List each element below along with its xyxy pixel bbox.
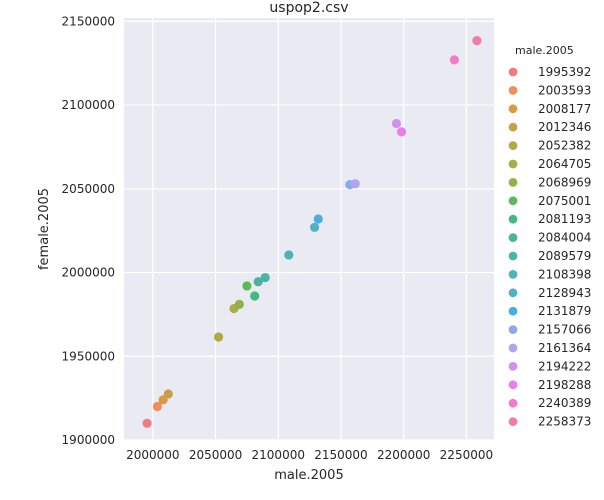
legend-marker: [508, 196, 518, 206]
plot-background: [124, 18, 494, 440]
data-point: [253, 277, 263, 287]
legend-entry: 2084004: [538, 231, 591, 245]
data-point: [158, 395, 168, 405]
x-tick-label: 2000000: [126, 448, 179, 462]
data-point: [472, 36, 482, 46]
legend-entry: 2068969: [538, 175, 591, 189]
legend-entry: 2157066: [538, 323, 591, 337]
data-point: [142, 418, 152, 428]
legend-marker: [508, 122, 518, 132]
data-points: [142, 36, 482, 428]
legend-marker: [508, 398, 518, 408]
data-point: [234, 299, 244, 309]
legend-marker: [508, 270, 518, 279]
legend-entry: 2003593: [538, 83, 591, 97]
legend-entry: 2194222: [538, 359, 591, 373]
legend-marker: [508, 380, 518, 390]
y-tick-label: 2150000: [62, 14, 115, 28]
legend-marker: [508, 417, 518, 426]
data-point: [152, 401, 162, 412]
data-point: [396, 127, 407, 137]
y-axis-label: female.2005: [37, 188, 52, 270]
legend-marker: [508, 159, 518, 169]
legend-marker: [508, 214, 518, 224]
data-point: [242, 281, 252, 291]
legend-marker: [508, 362, 518, 371]
data-point: [313, 214, 323, 224]
data-point: [163, 389, 173, 399]
x-tick-label: 2250000: [440, 448, 493, 462]
legend-entry: 2161364: [538, 341, 591, 355]
y-tick-label: 2000000: [62, 266, 115, 280]
legend-marker: [508, 343, 518, 353]
data-point: [260, 272, 270, 283]
legend-marker: [508, 86, 518, 95]
legend: male.2005 1995392 2003593 2008177 2012346 20…: [508, 44, 591, 429]
x-axis-label: male.2005: [274, 468, 343, 483]
legend-marker: [508, 251, 518, 261]
legend-title: male.2005: [515, 44, 574, 57]
grid-lines: [124, 18, 494, 441]
legend-entry: 2089579: [538, 249, 591, 263]
legend-entry: 2075001: [538, 194, 591, 208]
legend-entry: 2240389: [538, 396, 591, 410]
x-tick-label: 2050000: [189, 448, 242, 462]
x-tick-label: 2200000: [377, 448, 430, 462]
legend-entry: 2012346: [538, 120, 591, 134]
data-point: [213, 332, 224, 342]
y-tick-label: 1900000: [62, 433, 115, 447]
data-point: [250, 291, 260, 301]
legend-marker: [508, 306, 518, 316]
data-point: [309, 222, 320, 232]
legend-marker: [508, 178, 518, 187]
legend-entry: 2052382: [538, 139, 591, 153]
legend-marker: [508, 325, 518, 334]
legend-marker: [508, 67, 518, 77]
y-tick-label: 2050000: [62, 182, 115, 196]
x-tick-labels: 2000000 2050000 2100000 2150000 2200000 22500…: [126, 448, 493, 462]
legend-marker: [508, 233, 518, 243]
y-tick-labels: 1900000 1950000 2000000 2050000 2100000 21500…: [62, 14, 115, 447]
data-point: [350, 179, 360, 189]
x-tick-label: 2100000: [252, 448, 305, 462]
legend-marker: [508, 141, 518, 151]
legend-entry: 2081193: [538, 212, 591, 226]
legend-entry: 2131879: [538, 304, 591, 318]
legend-entry: 1995392: [538, 65, 591, 79]
legend-entry: 2064705: [538, 157, 591, 171]
legend-entry: 2108398: [538, 267, 591, 281]
x-tick-label: 2150000: [314, 448, 367, 462]
data-point: [449, 55, 459, 65]
legend-marker: [508, 288, 518, 298]
y-tick-label: 2100000: [62, 98, 115, 112]
legend-entry: 2008177: [538, 102, 591, 116]
data-point: [391, 118, 402, 129]
data-point: [284, 250, 294, 260]
legend-entry: 2198288: [538, 378, 591, 392]
legend-entry: 2258373: [538, 415, 591, 429]
y-tick-label: 1950000: [62, 349, 115, 363]
legend-marker: [508, 104, 518, 114]
chart-title: uspop2.csv: [269, 0, 348, 16]
legend-entry: 2128943: [538, 286, 591, 300]
